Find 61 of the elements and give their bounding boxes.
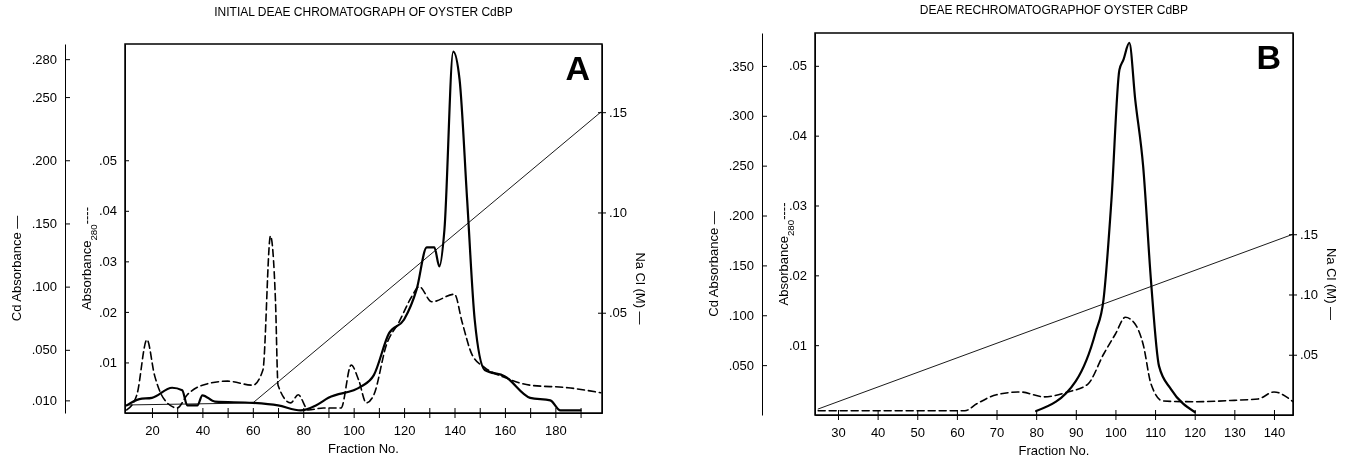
annotation: A [565,49,590,87]
y3-tick-label: .10 [609,205,628,221]
y2-tick-label: .03 [98,254,117,270]
y-tick-label: .280 [31,51,57,67]
x-tick-label: 60 [246,423,261,439]
y2-tick-label: .04 [98,203,117,219]
x-tick-label: 120 [393,423,416,439]
y2-tick-label: .01 [788,337,807,353]
x-tick-label: 40 [195,423,211,439]
x-tick-label: 140 [1263,425,1286,441]
y2-tick-label: .02 [98,304,117,320]
y-tick-label: .050 [31,342,57,358]
x-tick-label: 20 [145,423,160,439]
y2-tick-label: .01 [98,355,117,371]
y2-tick-label: .05 [788,58,807,74]
annotation: B [1256,38,1281,76]
x-tick-label: 30 [831,425,846,441]
y-axis-title: Cd Absorbance — [706,211,721,317]
y3-tick-label: .15 [609,104,628,120]
x-tick-label: 40 [870,425,886,441]
y-tick-label: .250 [728,158,754,174]
y-tick-label: .150 [728,258,754,274]
x-tick-label: 100 [1105,425,1127,441]
x-tick-label: 80 [1029,425,1044,441]
y3-tick-label: .05 [1300,347,1319,363]
y-axis-title: Cd Absorbance — [9,215,24,322]
y-tick-label: .200 [728,208,754,224]
y-tick-label: .200 [31,152,57,168]
x-tick-label: 140 [444,423,466,439]
y-tick-label: .150 [31,216,57,232]
x-tick-label: 180 [545,423,567,439]
y2-tick-label: .03 [788,198,807,214]
x-tick-label: 70 [989,425,1005,441]
x-tick-label: 110 [1145,425,1166,441]
x-tick-label: 160 [494,423,517,439]
y3-tick-label: .15 [1300,226,1319,242]
y-tick-label: .300 [728,108,754,124]
y3-axis-title: Na Cl (M) — [633,252,648,325]
y3-axis-title: Na Cl (M) — [1324,247,1339,321]
chart-title: DEAE RECHROMATOGRAPHOF OYSTER CdBP [919,3,1189,17]
y-tick-label: .100 [728,307,754,323]
x-axis-title: Fraction No. [1018,443,1090,458]
y-tick-label: .010 [31,393,57,409]
x-tick-label: 120 [1184,425,1207,441]
x-axis-title: Fraction No. [328,441,399,456]
y2-tick-label: .05 [98,152,117,168]
x-tick-label: 100 [343,423,366,439]
y-tick-label: .350 [728,58,754,74]
chart-title: INITIAL DEAE CHROMATOGRAPH OF OYSTER CdBP [214,5,513,19]
y3-tick-label: .10 [1300,287,1319,303]
y-tick-label: .100 [31,279,57,295]
y-tick-label: .250 [31,89,57,105]
y-tick-label: .050 [728,357,754,373]
x-tick-label: 90 [1069,425,1084,441]
x-tick-label: 130 [1223,425,1246,441]
x-tick-label: 80 [296,423,311,439]
y2-tick-label: .04 [788,128,807,144]
x-tick-label: 60 [950,425,965,441]
y2-tick-label: .02 [788,267,807,283]
x-tick-label: 50 [910,425,925,441]
y3-tick-label: .05 [609,305,628,321]
